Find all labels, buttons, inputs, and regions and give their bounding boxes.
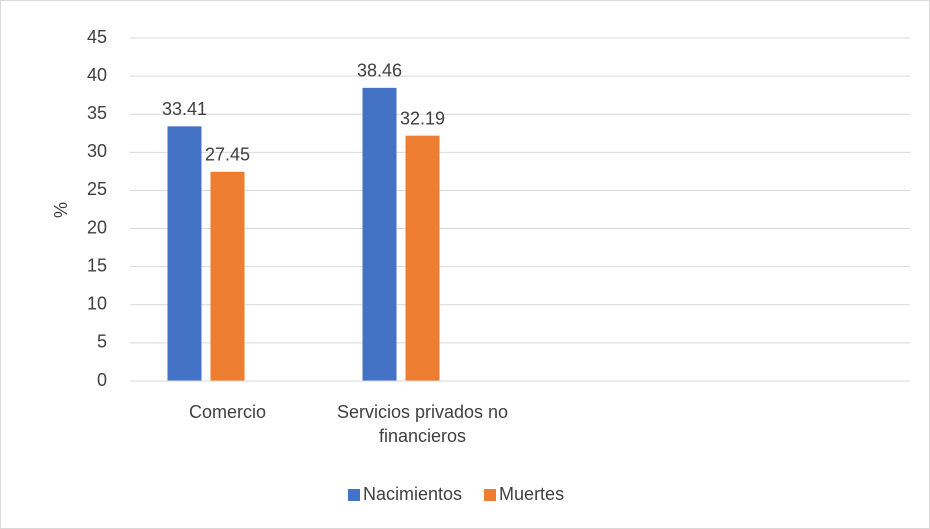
y-tick-label: 45 (87, 27, 107, 47)
data-label: 33.41 (162, 99, 207, 119)
legend-label: Muertes (499, 484, 564, 504)
y-tick-label: 25 (87, 179, 107, 199)
y-tick-label: 20 (87, 217, 107, 237)
data-label: 27.45 (205, 145, 250, 165)
y-tick-label: 15 (87, 255, 107, 275)
data-label: 32.19 (400, 108, 445, 128)
y-tick-label: 5 (97, 332, 107, 352)
y-tick-label: 30 (87, 141, 107, 161)
y-tick-label: 10 (87, 294, 107, 314)
bar (405, 135, 440, 381)
bar (167, 126, 202, 381)
x-tick-label-box: Servicios privados no financieros (336, 402, 509, 446)
y-axis-label: % (51, 202, 71, 218)
y-tick-label: 40 (87, 65, 107, 85)
data-label: 38.46 (357, 61, 402, 81)
legend-swatch (348, 489, 360, 501)
y-tick-label: 0 (97, 370, 107, 390)
legend-label: Nacimientos (363, 484, 462, 504)
bar (210, 171, 245, 381)
bar (362, 87, 397, 381)
x-tick-label-box: Comercio (188, 402, 267, 422)
legend-swatch (484, 489, 497, 501)
x-tick-label: Comercio (188, 402, 267, 422)
x-tick-label: Servicios privados no financieros (336, 402, 509, 446)
y-tick-label: 35 (87, 103, 107, 123)
